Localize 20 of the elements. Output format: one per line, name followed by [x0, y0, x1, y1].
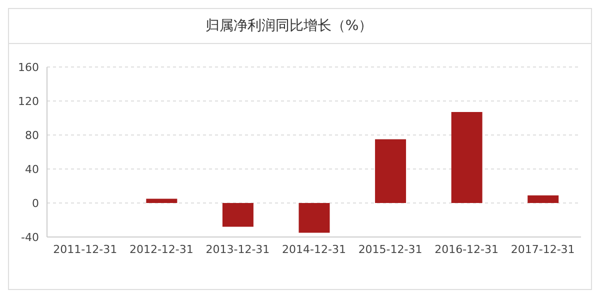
bar [375, 139, 406, 203]
bar [222, 203, 254, 227]
y-tick-label: 120 [18, 94, 39, 108]
x-tick-label: 2014-12-31 [282, 242, 346, 256]
x-tick-label: 2012-12-31 [129, 242, 194, 256]
x-tick-label: 2017-12-31 [510, 242, 575, 256]
x-tick-label: 2016-12-31 [434, 242, 499, 256]
bar [451, 112, 482, 203]
bar [146, 198, 178, 203]
x-tick-label: 2011-12-31 [53, 242, 118, 256]
y-tick-label: 160 [18, 60, 39, 74]
chart-title: 归属净利润同比增长（%） [204, 17, 374, 35]
y-tick-label: 40 [25, 162, 39, 176]
y-tick-label: -40 [21, 230, 39, 244]
bar [298, 203, 330, 233]
x-tick-label: 2013-12-31 [206, 242, 270, 256]
y-tick-label: 0 [32, 196, 39, 210]
x-tick-label: 2015-12-31 [358, 242, 422, 256]
y-tick-label: 80 [25, 128, 39, 142]
bar [528, 195, 559, 203]
